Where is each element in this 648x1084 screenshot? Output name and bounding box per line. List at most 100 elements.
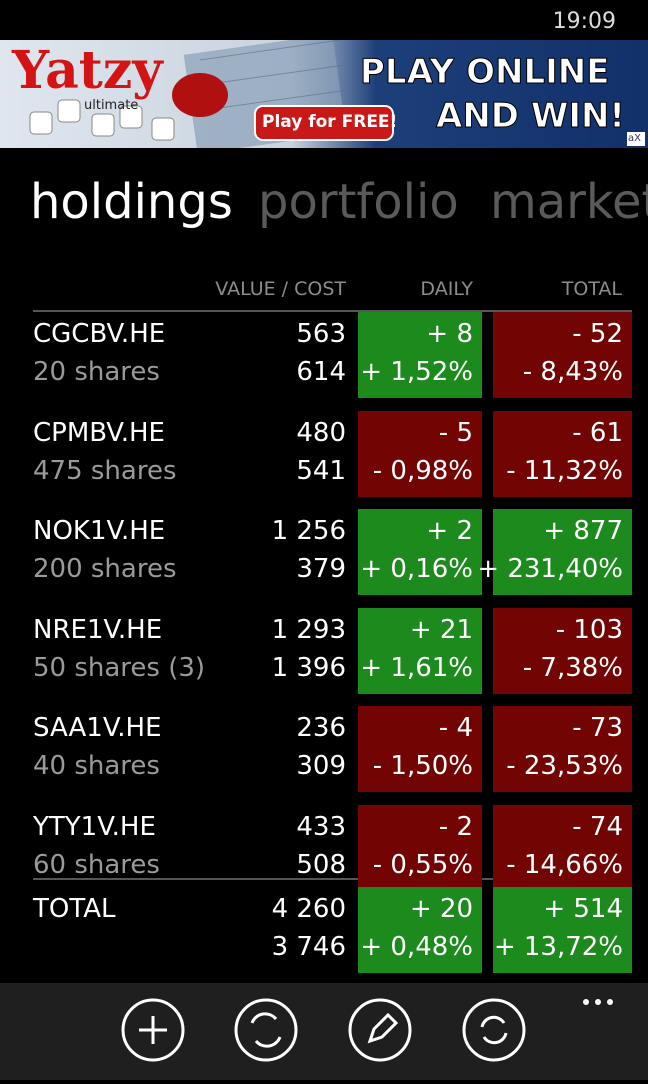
value: 433	[296, 811, 346, 842]
total-change: - 61	[572, 417, 623, 448]
edit-button[interactable]	[348, 998, 412, 1062]
more-button[interactable]	[583, 999, 613, 1005]
total-cell: - 52 - 8,43%	[493, 312, 632, 398]
ad-brand-sub: ultimate	[84, 98, 139, 113]
divider	[33, 878, 632, 880]
daily-cell: + 20 + 0,48%	[358, 887, 482, 973]
total-change: + 514	[543, 894, 623, 924]
app-bar	[0, 983, 648, 1080]
symbol: CGCBV.HE	[33, 319, 166, 349]
holding-row[interactable]: YTY1V.HE 60 shares 433 508 - 2 - 0,55% - 74 - 1…	[0, 804, 648, 893]
daily-cell: + 2 + 0,16%	[358, 509, 482, 595]
total-percent: + 13,72%	[493, 932, 623, 962]
total-percent: - 14,66%	[506, 849, 623, 880]
total-percent: + 231,40%	[477, 554, 623, 584]
ad-brand: Yatzy	[12, 40, 163, 101]
total-change: + 877	[543, 516, 623, 546]
daily-change: + 21	[409, 614, 473, 645]
daily-percent: + 0,48%	[360, 932, 473, 962]
shares: 200 shares	[33, 554, 177, 584]
total-cell: - 73 - 23,53%	[493, 706, 632, 792]
total-cell: + 514 + 13,72%	[493, 887, 632, 973]
shares: 20 shares	[33, 357, 160, 387]
daily-change: - 5	[438, 417, 473, 448]
add-button[interactable]	[121, 998, 185, 1062]
symbol: NRE1V.HE	[33, 614, 163, 645]
currency-button[interactable]	[234, 998, 298, 1062]
total-cell: - 103 - 7,38%	[493, 607, 632, 694]
daily-percent: - 0,55%	[372, 849, 473, 880]
clock: 19:09	[552, 9, 616, 34]
value: 4 260	[271, 894, 346, 924]
symbol: SAA1V.HE	[33, 713, 162, 743]
cost: 379	[296, 554, 346, 584]
value: 1 293	[271, 614, 346, 645]
total-cell: - 61 - 11,32%	[493, 410, 632, 497]
daily-percent: - 1,50%	[372, 751, 473, 781]
tab[interactable]: portfolio	[258, 174, 459, 230]
total-percent: - 23,53%	[506, 751, 623, 781]
cost: 541	[296, 455, 346, 486]
tab-active[interactable]: holdings	[30, 174, 233, 230]
total-change: - 103	[555, 614, 623, 645]
cost: 309	[296, 751, 346, 781]
ad-banner[interactable]: Yatzy ultimate Play for FREE! PLAY ONLIN…	[0, 40, 648, 148]
column-header: DAILY	[420, 278, 473, 300]
total-cell: - 74 - 14,66%	[493, 804, 632, 891]
ad-badge[interactable]: aX	[628, 133, 641, 144]
divider	[33, 310, 632, 312]
value: 236	[296, 713, 346, 743]
daily-percent: + 0,16%	[360, 554, 473, 584]
daily-cell: - 5 - 0,98%	[358, 410, 482, 497]
cost: 1 396	[271, 652, 346, 683]
symbol: NOK1V.HE	[33, 516, 166, 546]
shares: 40 shares	[33, 751, 160, 781]
total-change: - 52	[572, 319, 623, 349]
daily-change: + 8	[426, 319, 473, 349]
symbol: TOTAL	[33, 894, 116, 924]
daily-percent: + 1,52%	[360, 357, 473, 387]
daily-change: - 4	[438, 713, 473, 743]
ad-art	[29, 40, 645, 148]
refresh-button[interactable]	[462, 998, 526, 1062]
symbol: YTY1V.HE	[33, 811, 156, 842]
holding-row[interactable]: SAA1V.HE 40 shares 236 309 - 4 - 1,50% - 73 - 2…	[0, 706, 648, 794]
cost: 614	[296, 357, 346, 387]
value: 1 256	[271, 516, 346, 546]
total-percent: - 8,43%	[522, 357, 623, 387]
ad-button[interactable]: Play for FREE!	[262, 112, 398, 132]
column-header: VALUE / COST	[215, 278, 346, 300]
column-header: TOTAL	[561, 278, 622, 300]
shares: 50 shares (3)	[33, 652, 206, 683]
total-percent: - 7,38%	[522, 652, 623, 683]
total-percent: - 11,32%	[506, 455, 623, 486]
total-cell: + 877 + 231,40%	[477, 509, 632, 595]
daily-cell: + 21 + 1,61%	[358, 607, 482, 694]
holding-row[interactable]: CPMBV.HE 475 shares 480 541- 5- 0,98% - 61- …	[0, 410, 648, 499]
total-change: - 73	[572, 713, 623, 743]
value: 480	[296, 417, 346, 448]
app-bar-icons	[121, 998, 613, 1062]
total-change: - 74	[572, 811, 623, 842]
symbol: CPMBV.HE	[33, 417, 165, 448]
daily-change: + 2	[426, 516, 473, 546]
daily-cell: - 4 - 1,50%	[358, 706, 482, 792]
daily-change: + 20	[409, 894, 473, 924]
cost: 508	[296, 849, 346, 880]
shares: 60 shares	[33, 849, 160, 880]
holding-row[interactable]: NRE1V.HE 50 shares (3) 1 293 1 396 + 21 + 1,6…	[0, 607, 648, 696]
daily-percent: + 1,61%	[360, 652, 473, 683]
daily-change: - 2	[438, 811, 473, 842]
daily-percent: - 0,98%	[372, 455, 473, 486]
value: 563	[296, 319, 346, 349]
holding-row[interactable]: CGCBV.HE 20 shares 563 614 + 8 + 1,52% - 52 - 8…	[0, 312, 648, 400]
total-row: TOTAL 4 260 3 746 + 20 + 0,48% + 514 + 13,72%	[0, 887, 648, 975]
holding-row[interactable]: NOK1V.HE 200 shares 1 256 379 + 2 + 0,16% + 87…	[0, 509, 648, 597]
tab[interactable]: market	[490, 174, 648, 230]
daily-cell: - 2 - 0,55%	[358, 804, 482, 891]
shares: 475 shares	[33, 455, 177, 486]
cost: 3 746	[271, 932, 346, 962]
daily-cell: + 8 + 1,52%	[358, 312, 482, 398]
ad-headline: PLAY ONLINE	[359, 52, 610, 93]
